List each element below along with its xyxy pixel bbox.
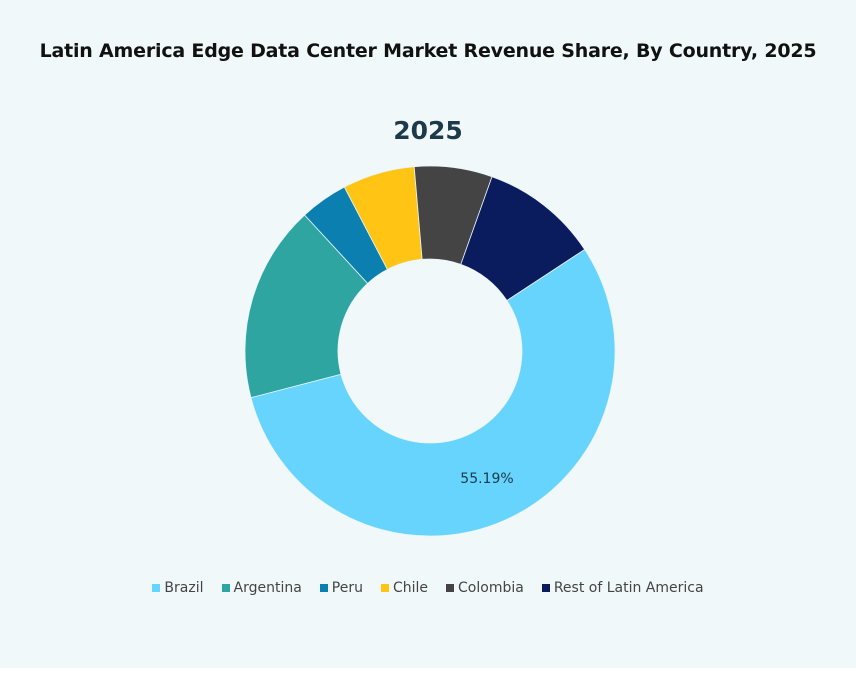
legend-label: Argentina	[233, 580, 302, 596]
legend-swatch	[319, 584, 328, 592]
legend-swatch	[541, 584, 550, 592]
legend-label: Peru	[331, 580, 363, 596]
legend-item: Chile	[380, 580, 429, 596]
slice-rest-of-latin-america	[460, 176, 586, 302]
chart-title: Latin America Edge Data Center Market Re…	[39, 40, 817, 62]
legend-label: Colombia	[458, 580, 524, 596]
legend-swatch	[446, 584, 455, 592]
legend-swatch	[152, 584, 161, 592]
data-label-brazil: 55.19%	[460, 471, 513, 487]
legend-swatch	[221, 584, 230, 592]
legend: Brazil Argentina Peru Chile Colombia Rest of …	[0, 580, 856, 596]
slice-argentina	[244, 214, 369, 399]
legend-item: Brazil	[152, 580, 204, 596]
legend-item: Rest of Latin America	[541, 580, 704, 596]
legend-swatch	[380, 584, 389, 592]
legend-label: Rest of Latin America	[553, 580, 704, 596]
legend-label: Brazil	[164, 580, 204, 596]
slice-brazil	[250, 248, 616, 537]
chart-panel	[0, 0, 856, 668]
chart-subtitle: 2025	[393, 116, 463, 145]
legend-item: Peru	[319, 580, 363, 596]
legend-item: Colombia	[446, 580, 524, 596]
legend-item: Argentina	[221, 580, 302, 596]
legend-label: Chile	[392, 580, 429, 596]
